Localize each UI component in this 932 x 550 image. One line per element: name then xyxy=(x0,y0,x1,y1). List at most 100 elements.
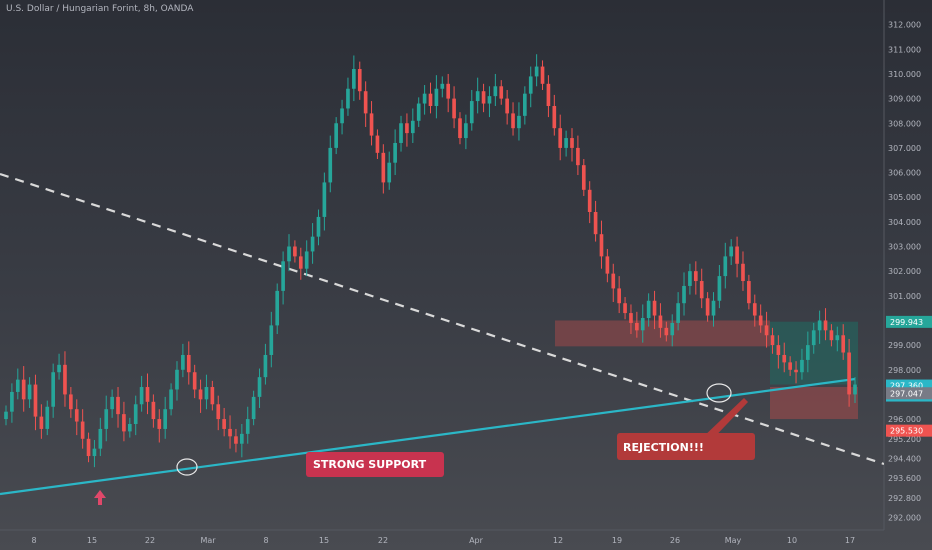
candle-body xyxy=(263,354,268,378)
candle-body xyxy=(186,354,191,373)
candles-layer[interactable] xyxy=(4,54,857,468)
candle-body xyxy=(57,364,61,373)
candle-body xyxy=(741,263,745,282)
x-tick-label: 26 xyxy=(670,536,680,545)
price-label-box xyxy=(886,387,932,400)
candle-body xyxy=(169,389,173,410)
candle-body xyxy=(116,396,120,415)
candle-body xyxy=(652,300,657,316)
candle-body xyxy=(33,384,38,417)
candle-body xyxy=(110,396,114,410)
candle-body xyxy=(570,138,574,148)
candle-body xyxy=(581,165,586,190)
overlays-layer: STRONG SUPPORT REJECTION!!! xyxy=(94,383,755,505)
x-tick-label: 8 xyxy=(263,536,268,545)
candle-body xyxy=(587,189,592,212)
candle-body xyxy=(564,138,568,148)
candle-body xyxy=(782,354,787,363)
candle-body xyxy=(776,345,781,355)
candle-body xyxy=(181,354,185,370)
candle-body xyxy=(605,256,610,274)
y-tick-label: 294.400 xyxy=(888,455,921,464)
candle-body xyxy=(210,387,215,405)
candle-body xyxy=(817,320,822,331)
candle-body xyxy=(245,419,250,434)
candle-body xyxy=(458,118,462,139)
candle-body xyxy=(45,406,50,429)
candle-body xyxy=(346,88,350,109)
candle-body xyxy=(175,369,179,390)
candle-body xyxy=(393,142,397,163)
x-tick-label: May xyxy=(725,536,742,545)
y-tick-label: 301.000 xyxy=(888,292,921,301)
candle-body xyxy=(39,416,44,429)
y-tick-label: 296.000 xyxy=(888,415,921,424)
x-tick-label: 22 xyxy=(378,536,388,545)
candle-body xyxy=(63,364,67,395)
candle-body xyxy=(841,335,846,353)
candle-body xyxy=(145,387,150,402)
price-label-text: 295.530 xyxy=(890,427,923,436)
candle-body xyxy=(310,236,315,252)
candle-body xyxy=(835,335,840,341)
candle-body xyxy=(552,106,557,129)
dashed-trendline xyxy=(0,172,884,466)
candle-body xyxy=(381,152,386,183)
candle-body xyxy=(51,372,55,407)
candle-body xyxy=(788,362,792,370)
price-label-box xyxy=(886,315,932,328)
x-tick-label: 15 xyxy=(87,536,97,545)
x-tick-label: 19 xyxy=(612,536,622,545)
candle-body xyxy=(699,281,704,299)
candle-body xyxy=(829,330,834,341)
candle-body xyxy=(434,88,439,106)
candle-body xyxy=(499,86,504,99)
candle-body xyxy=(163,409,168,429)
candle-body xyxy=(635,322,639,331)
candle-body xyxy=(847,352,851,395)
candle-body xyxy=(711,300,716,316)
y-tick-label: 312.000 xyxy=(888,21,921,30)
candle-body xyxy=(593,212,598,235)
candle-body xyxy=(752,303,757,316)
candle-body xyxy=(304,251,309,269)
lines-layer xyxy=(0,172,884,496)
resistance-zone xyxy=(555,320,770,347)
candle-body xyxy=(440,83,445,89)
x-tick-label: 10 xyxy=(787,536,797,545)
candle-body xyxy=(192,372,197,390)
candle-body xyxy=(800,359,804,373)
candle-body xyxy=(139,387,144,405)
candle-body xyxy=(80,421,85,439)
price-label-text: 299.943 xyxy=(890,318,923,327)
y-tick-label: 310.000 xyxy=(888,70,921,79)
candle-body xyxy=(823,320,828,331)
candle-body xyxy=(688,271,692,286)
candle-body xyxy=(617,288,621,304)
rejection-circle-marker xyxy=(706,383,732,403)
candle-body xyxy=(464,123,468,139)
y-tick-label: 306.000 xyxy=(888,169,921,178)
candle-body xyxy=(410,120,415,134)
candle-body xyxy=(670,322,675,336)
candle-body xyxy=(4,411,8,420)
candle-body xyxy=(251,396,256,420)
candle-body xyxy=(511,113,515,129)
x-tick-label: 17 xyxy=(845,536,855,545)
support-circle-marker xyxy=(176,458,198,476)
y-tick-label: 302.000 xyxy=(888,267,921,276)
candle-body xyxy=(222,419,226,429)
candle-body xyxy=(228,428,232,437)
y-tick-label: 299.000 xyxy=(888,341,921,350)
candle-body xyxy=(133,404,138,424)
candle-body xyxy=(74,409,79,422)
candle-body xyxy=(729,246,734,257)
candle-body xyxy=(534,66,539,77)
candle-body xyxy=(794,369,798,373)
x-axis-ticks: 8 15 22 Mar 8 15 22 Apr 12 19 26 May 10 17 xyxy=(31,536,855,545)
candle-body xyxy=(104,409,109,429)
candle-body xyxy=(806,345,810,360)
candle-body xyxy=(599,234,604,257)
candle-body xyxy=(723,256,728,277)
